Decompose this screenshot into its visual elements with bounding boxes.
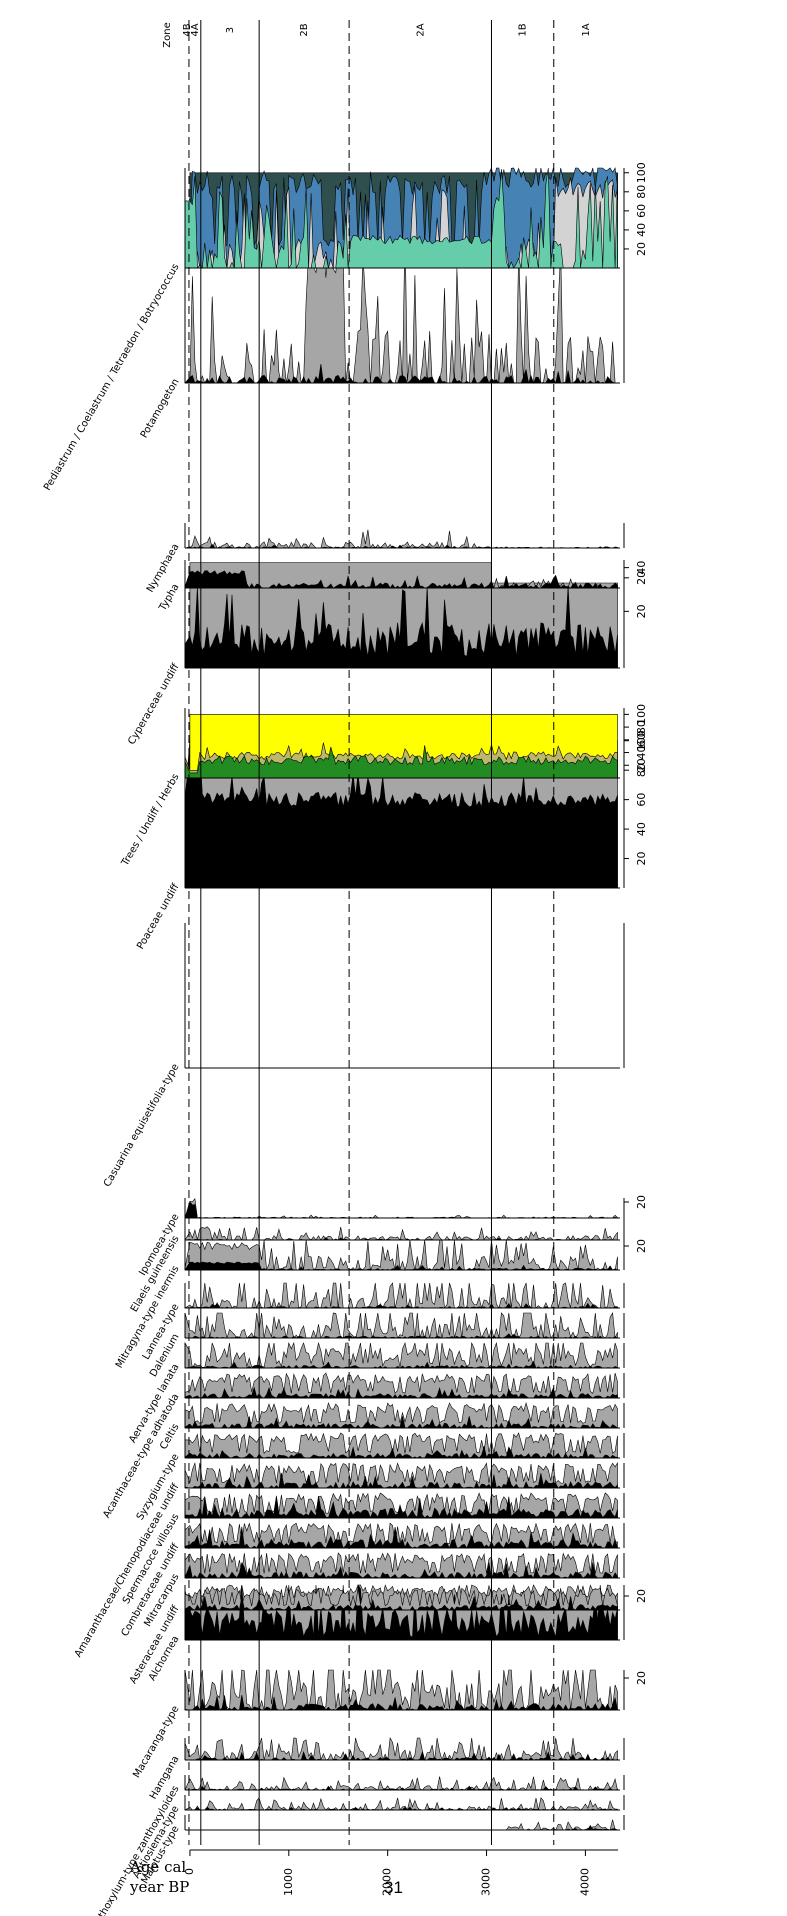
value-tick-label: 20 — [635, 758, 648, 772]
area-grey — [184, 1587, 618, 1611]
value-tick-label: 80 — [635, 763, 648, 777]
area-grey — [183, 1797, 618, 1811]
area-black — [184, 1526, 618, 1549]
area-black — [184, 585, 618, 669]
area-black — [184, 570, 618, 589]
area-grey — [183, 1282, 618, 1310]
value-tick-label: 40 — [635, 746, 648, 760]
area-grey — [185, 529, 477, 549]
panel-label: Cyperaceae undiff — [126, 661, 182, 747]
value-tick-label: 60 — [635, 204, 648, 218]
panel-label: Trees / Undiff / Herbs — [119, 772, 181, 869]
value-tick-label: 40 — [635, 561, 648, 575]
value-tick-label: 20 — [635, 1589, 648, 1603]
zone-label: 1B — [518, 23, 529, 36]
age-axis-title-line2: year BP — [129, 1878, 189, 1896]
value-tick-label: 60 — [635, 733, 648, 747]
area-black — [184, 1446, 618, 1459]
zone-label: 1A — [581, 23, 592, 36]
age-tick-label: 4000 — [578, 1868, 591, 1896]
area-black — [184, 1386, 618, 1399]
value-tick-label: 20 — [635, 852, 648, 866]
page-number: 31 — [384, 1878, 403, 1897]
area-grey — [184, 1239, 618, 1272]
zone-label: 4B — [182, 23, 193, 36]
area-black — [184, 1561, 618, 1580]
value-tick-label: 80 — [635, 185, 648, 199]
value-tick-label: 40 — [635, 223, 648, 237]
panel-15: Dalenium — [148, 1312, 625, 1379]
area-grey — [184, 1737, 618, 1762]
area-grey — [184, 1372, 618, 1399]
panel-label: Poaceae undiff — [135, 881, 182, 951]
value-tick-label: 20 — [635, 1195, 648, 1209]
area-black — [184, 739, 618, 889]
zone-boundaries — [188, 20, 555, 1845]
value-tick-label: 100 — [635, 704, 648, 725]
area-grey — [184, 1226, 618, 1241]
panel-label: Typha — [157, 582, 182, 614]
panel-20: Casuarina equisetifolia-type — [102, 923, 625, 1189]
value-tick-label: 40 — [635, 822, 648, 836]
value-tick-label: 60 — [635, 793, 648, 807]
age-tick-label: 0 — [183, 1868, 196, 1875]
value-tick-label: 20 — [635, 1671, 648, 1685]
zone-label: 4A — [190, 23, 201, 36]
area-grey — [505, 1819, 618, 1831]
age-axis: 0 1000 2000 3000 4000 Age cal year BP — [129, 1849, 619, 1896]
age-tick-label: 2000 — [381, 1868, 394, 1896]
zone-label: 2A — [415, 23, 426, 36]
panel-3: Hamgana — [148, 1737, 625, 1801]
area-black — [184, 1200, 618, 1219]
panels: Malotus-typeAntiosiema-typeZanthoxylum-t… — [42, 162, 648, 1916]
area-trees — [184, 745, 618, 779]
area-black — [184, 1495, 618, 1519]
area-grey — [184, 1312, 618, 1340]
value-tick-label: 100 — [635, 162, 648, 183]
value-tick-label: 20 — [635, 604, 648, 618]
area-grey — [184, 1669, 618, 1712]
area-pediastrum — [184, 167, 618, 270]
panel-12: Celtis — [158, 1401, 625, 1452]
panel-1: Antiosiema-type — [131, 1795, 625, 1880]
panel-label: Casuarina equisetifolia-type — [102, 1062, 182, 1189]
zone-header: Zone — [162, 22, 173, 47]
value-tick-label: 100 — [635, 730, 648, 751]
area-grey — [184, 1197, 618, 1219]
age-tick-label: 1000 — [282, 1868, 295, 1896]
area-grey — [184, 1522, 618, 1549]
value-tick-label: 20 — [635, 1239, 648, 1253]
age-tick-label: 3000 — [480, 1868, 493, 1896]
area-black — [184, 1360, 618, 1369]
zone-label: 3 — [225, 27, 236, 33]
age-axis-title-line1: Age cal — [129, 1858, 186, 1876]
area-grey — [184, 1552, 618, 1579]
panel-label: Pediastrum / Coelastrum / Tetraedon / Bo… — [42, 262, 182, 493]
value-tick-label: 20 — [635, 242, 648, 256]
area-black — [184, 1584, 618, 1641]
area-grey — [184, 1341, 618, 1369]
area-black — [184, 1472, 618, 1489]
panel-label: Potamogeton — [139, 377, 182, 440]
zone-label: 2B — [299, 23, 310, 36]
value-tick-label: 80 — [635, 720, 648, 734]
area-grey — [184, 1776, 618, 1792]
value-tick-label: 20 — [635, 571, 648, 585]
